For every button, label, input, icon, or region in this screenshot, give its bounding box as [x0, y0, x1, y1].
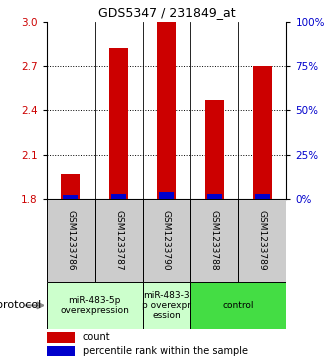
Text: percentile rank within the sample: percentile rank within the sample [83, 346, 247, 356]
Bar [190, 282, 286, 329]
Bar [190, 199, 238, 282]
Text: miR-483-3
p overexpr
ession: miR-483-3 p overexpr ession [142, 290, 191, 320]
Bar [255, 193, 270, 199]
Bar [111, 193, 126, 199]
Text: protocol: protocol [0, 301, 42, 310]
Text: miR-483-5p
overexpression: miR-483-5p overexpression [60, 296, 129, 315]
Bar [63, 195, 78, 199]
Bar [47, 199, 95, 282]
Bar [61, 174, 80, 199]
Text: GSM1233790: GSM1233790 [162, 210, 171, 271]
Bar [238, 199, 286, 282]
Title: GDS5347 / 231849_at: GDS5347 / 231849_at [98, 6, 235, 19]
Bar [157, 22, 176, 199]
Text: count: count [83, 333, 110, 342]
Bar [253, 66, 272, 199]
Bar [109, 48, 128, 199]
Bar [205, 100, 224, 199]
Text: GSM1233786: GSM1233786 [66, 210, 75, 271]
Bar [207, 193, 222, 199]
Text: GSM1233787: GSM1233787 [114, 210, 123, 271]
Bar [47, 332, 75, 343]
Bar [143, 199, 190, 282]
Bar [47, 346, 75, 356]
Bar [159, 192, 174, 199]
Bar [95, 199, 143, 282]
Bar [47, 282, 143, 329]
Text: control: control [223, 301, 254, 310]
Text: GSM1233789: GSM1233789 [258, 210, 267, 271]
Bar [143, 282, 190, 329]
Text: GSM1233788: GSM1233788 [210, 210, 219, 271]
